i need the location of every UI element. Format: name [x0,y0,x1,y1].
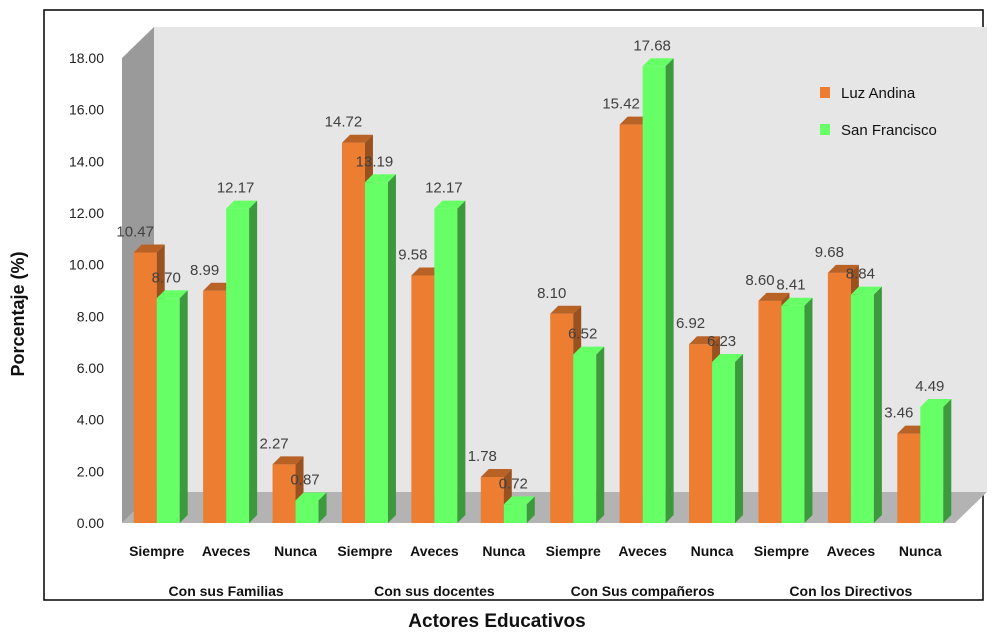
data-label: 6.23 [707,333,736,350]
data-label: 4.49 [915,378,944,395]
x-tick-label: Aveces [202,543,251,559]
data-label: 1.78 [468,448,497,465]
bar-san-francisco [920,399,952,523]
bar-san-francisco [434,200,466,523]
data-label: 9.58 [398,247,427,264]
data-label: 0.87 [290,472,319,489]
data-label: 8.99 [190,262,219,279]
data-label: 0.72 [499,475,528,492]
x-tick-label: Nunca [274,543,317,559]
data-label: 17.68 [633,37,671,54]
data-label: 14.72 [325,114,363,131]
data-label: 6.52 [568,326,597,343]
x-group-label: Con sus docentes [374,583,495,599]
y-tick-label: 0.00 [77,515,104,531]
y-tick-label: 14.00 [69,153,104,169]
y-tick-label: 8.00 [77,308,104,324]
x-group-label: Con sus Familias [169,583,284,599]
bar-san-francisco [156,290,188,523]
x-tick-label: Nunca [899,543,942,559]
data-label: 8.10 [537,285,566,302]
x-tick-label: Siempre [754,543,809,559]
data-label: 8.70 [152,269,181,286]
x-tick-label: Aveces [410,543,459,559]
x-tick-label: Nunca [482,543,525,559]
data-label: 9.68 [815,244,844,261]
y-tick-label: 4.00 [77,412,104,428]
x-group-label: Con Sus compañeros [571,583,715,599]
bar-san-francisco [503,496,535,523]
y-axis-label: Porcentaje (%) [8,251,28,376]
bar-san-francisco [781,297,813,523]
data-label: 10.47 [116,224,154,241]
x-group-label: Con los Directivos [789,583,912,599]
bar-san-francisco [573,346,605,523]
bar-san-francisco [226,200,258,523]
y-tick-label: 18.00 [69,50,104,66]
x-tick-label: Siempre [129,543,184,559]
y-tick-label: 6.00 [77,360,104,376]
bar-san-francisco [295,492,327,523]
data-label: 2.27 [259,435,288,452]
data-label: 3.46 [884,405,913,422]
x-axis-label: Actores Educativos [408,611,585,632]
data-label: 8.84 [846,266,875,283]
bar-san-francisco [712,354,744,523]
data-label: 12.17 [217,180,255,197]
data-label: 6.92 [676,315,705,332]
data-label: 8.60 [745,272,774,289]
bar-luz-andina [272,456,304,523]
x-tick-label: Aveces [827,543,876,559]
bar-luz-andina [480,469,512,523]
legend-swatch [820,124,830,135]
x-tick-label: Aveces [618,543,667,559]
y-tick-label: 2.00 [77,463,104,479]
data-label: 13.19 [356,153,394,170]
x-tick-label: Siempre [337,543,392,559]
legend-label: Luz Andina [841,85,916,102]
x-tick-label: Siempre [546,543,601,559]
data-label: 15.42 [602,96,640,113]
bar-san-francisco [642,58,674,524]
y-tick-label: 10.00 [69,257,104,273]
y-tick-label: 16.00 [69,102,104,118]
legend-label: San Francisco [841,122,937,139]
bar-san-francisco [364,174,396,523]
legend-swatch [820,87,830,98]
bar-san-francisco [850,286,882,523]
data-label: 12.17 [425,180,463,197]
data-label: 8.41 [776,277,805,294]
x-tick-label: Nunca [691,543,734,559]
y-tick-label: 12.00 [69,205,104,221]
